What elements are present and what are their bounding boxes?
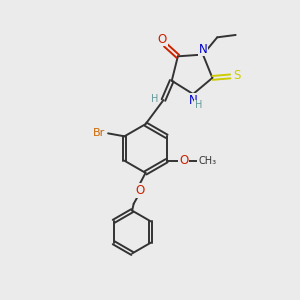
- Text: O: O: [158, 33, 167, 46]
- Text: Br: Br: [93, 128, 105, 138]
- Text: H: H: [151, 94, 158, 103]
- Text: H: H: [195, 100, 202, 110]
- Text: O: O: [136, 184, 145, 197]
- Text: S: S: [233, 69, 240, 82]
- Text: CH₃: CH₃: [198, 156, 216, 166]
- Text: O: O: [179, 154, 188, 167]
- Text: N: N: [189, 94, 197, 106]
- Text: N: N: [199, 43, 207, 56]
